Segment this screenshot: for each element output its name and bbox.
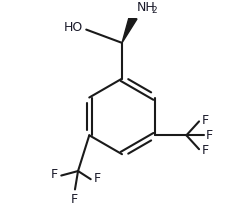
Polygon shape (122, 16, 137, 43)
Text: HO: HO (64, 21, 83, 34)
Text: F: F (70, 193, 78, 206)
Text: F: F (94, 172, 101, 185)
Text: NH: NH (136, 1, 155, 14)
Text: 2: 2 (151, 6, 157, 15)
Text: F: F (202, 144, 209, 157)
Text: F: F (51, 168, 58, 181)
Text: F: F (206, 129, 213, 142)
Text: F: F (202, 114, 209, 127)
